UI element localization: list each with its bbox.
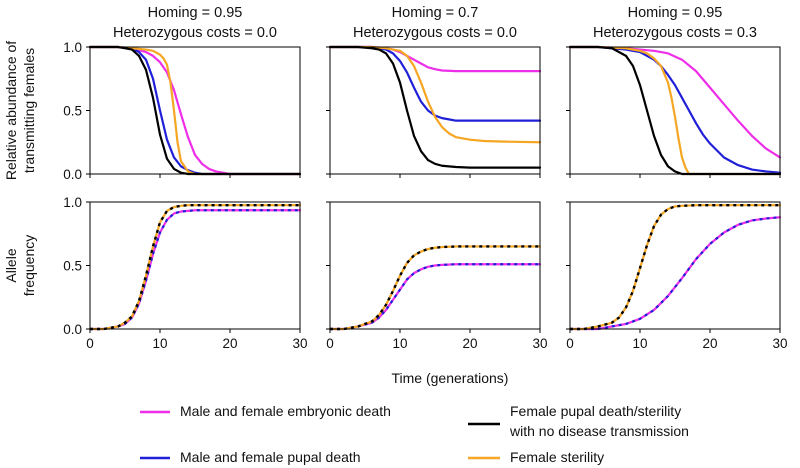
series-line-magenta-top-3 [568, 45, 782, 159]
series-line-magenta-top-1 [88, 45, 302, 176]
panel-bottom-2: 0 10 20 30 [326, 201, 548, 351]
panel-top-3 [566, 45, 782, 178]
x-tick-label: 10 [632, 336, 647, 351]
x-tick-label: 30 [292, 336, 307, 351]
x-tick-label: 0 [566, 336, 574, 351]
series-line-orange-bottom-2 [328, 245, 542, 331]
panel-frame-top-3 [569, 46, 781, 175]
series-line-magenta-top-2 [328, 45, 542, 73]
series-line-orange-top-2 [328, 45, 542, 144]
x-tick-label: 10 [152, 336, 167, 351]
y-tick-label: 1.0 [63, 40, 82, 55]
column-title-1-line-1: Homing = 0.95 [148, 5, 243, 21]
series-line-black-bottom-3 [570, 203, 780, 331]
panel-top-1: 0.0 0.5 1.0 [63, 40, 302, 182]
y-tick-label: 0.5 [63, 259, 82, 274]
panel-frame-top-2 [329, 46, 541, 175]
y-axis-label-1-line-2: transmitting females [21, 48, 37, 173]
legend-label-orange: Female sterility [510, 449, 604, 465]
legend-label-black: with no disease transmission [509, 423, 689, 439]
column-title-1-line-2: Heterozygous costs = 0.0 [113, 25, 277, 41]
x-tick-label: 30 [532, 336, 547, 351]
column-title-2-line-1: Homing = 0.7 [392, 5, 479, 21]
y-tick-label: 0.0 [63, 167, 82, 182]
series-line-black-bottom-2 [330, 245, 540, 331]
x-tick-label: 20 [222, 336, 237, 351]
panel-bottom-1: 0 10 20 30 0.0 0.5 1.0 [63, 195, 307, 351]
x-tick-label: 10 [392, 336, 407, 351]
column-title-3-line-1: Homing = 0.95 [628, 5, 723, 21]
labels-group: Homing = 0.95 Heterozygous costs = 0.0 Hom… [3, 5, 757, 386]
series-line-orange-top-3 [568, 45, 782, 176]
series-line-blue-top-2 [328, 45, 542, 122]
y-axis-label-2-line-2: frequency [21, 235, 37, 296]
x-tick-label: 30 [772, 336, 787, 351]
series-line-orange-bottom-1 [88, 204, 302, 331]
series-line-black-top-3 [568, 45, 782, 176]
series-line-blue-top-3 [568, 45, 782, 174]
legend: Male and female embryonic death Female pu… [140, 403, 689, 465]
series-line-blue-bottom-3 [570, 216, 781, 331]
series-line-magenta-bottom-1 [88, 209, 302, 331]
panel-bottom-3: 0 10 20 30 [566, 201, 788, 351]
series-line-magenta-bottom-2 [328, 263, 542, 331]
y-axis-label-1-line-1: Relative abundance of [3, 41, 19, 180]
y-axis-label-2-line-1: Allele [3, 248, 19, 282]
y-tick-label: 1.0 [63, 195, 82, 210]
legend-label-magenta: Male and female embryonic death [180, 403, 391, 419]
column-title-3-line-2: Heterozygous costs = 0.3 [593, 25, 757, 41]
series-line-blue-bottom-2 [330, 263, 540, 331]
x-tick-label: 20 [702, 336, 717, 351]
legend-label-blue: Male and female pupal death [180, 449, 361, 465]
column-title-2-line-2: Heterozygous costs = 0.0 [353, 25, 517, 41]
series-line-orange-bottom-3 [568, 204, 782, 331]
x-axis-label: Time (generations) [392, 370, 509, 386]
series-line-black-top-2 [328, 45, 542, 169]
y-tick-label: 0.5 [63, 104, 82, 119]
series-line-black-bottom-1 [90, 203, 300, 331]
series-line-magenta-bottom-3 [568, 216, 782, 331]
legend-label-black: Female pupal death/sterility [510, 403, 681, 419]
x-tick-label: 20 [462, 336, 477, 351]
panels-group: 0.0 0.5 1.0 0 10 20 30 0.0 0.5 1.0 0 10 20 30 0 10 20 30 [63, 40, 787, 351]
panel-top-2 [326, 45, 542, 178]
x-tick-label: 0 [326, 336, 334, 351]
panel-frame-bottom-1 [89, 201, 301, 330]
x-tick-label: 0 [86, 336, 94, 351]
series-line-blue-bottom-1 [90, 209, 300, 331]
y-tick-label: 0.0 [63, 322, 82, 337]
